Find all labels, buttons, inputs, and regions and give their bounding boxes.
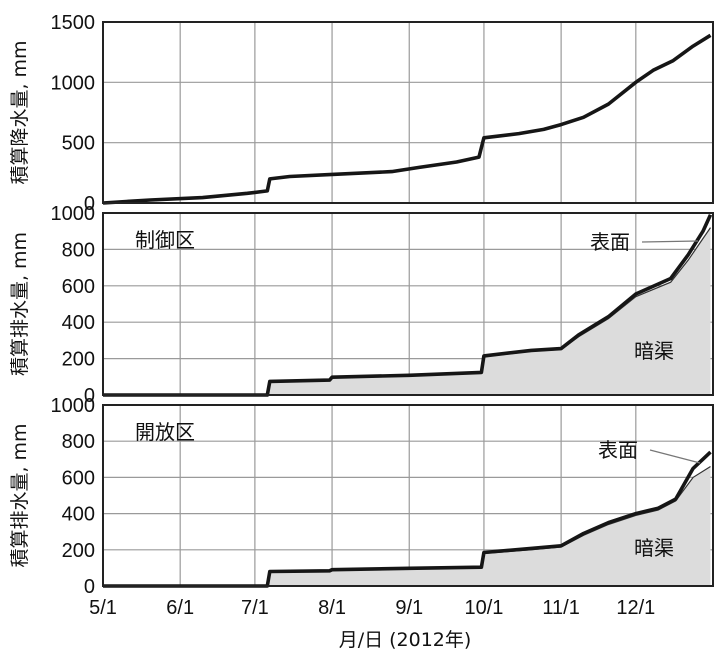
panel-rain: 0 500 1000 1500 積算降水量, mm bbox=[9, 12, 714, 215]
x-tick-label: 8/1 bbox=[318, 597, 346, 619]
y-tick-label: 800 bbox=[62, 431, 95, 453]
x-tick-label: 12/1 bbox=[616, 597, 655, 619]
line-series-surface-total bbox=[103, 450, 712, 588]
surface-annotation: 表面 bbox=[598, 438, 638, 462]
y-tick-label: 600 bbox=[62, 467, 95, 489]
y-tick-label: 1000 bbox=[51, 395, 96, 417]
y-tick-label: 0 bbox=[84, 193, 95, 215]
x-tick-label: 6/1 bbox=[166, 597, 194, 619]
x-tick-label: 9/1 bbox=[395, 597, 423, 619]
panel-title: 制御区 bbox=[135, 228, 195, 252]
y-tick-label: 500 bbox=[62, 133, 95, 155]
y-tick-label: 1000 bbox=[51, 203, 96, 225]
y-tick-label: 1500 bbox=[51, 12, 96, 34]
y-tick-label: 800 bbox=[62, 239, 95, 261]
x-tick-label: 7/1 bbox=[241, 597, 269, 619]
line-series-precipitation bbox=[102, 33, 712, 205]
y-tick-label: 200 bbox=[62, 540, 95, 562]
y-tick-label: 1000 bbox=[51, 72, 96, 94]
y-tick-label: 200 bbox=[62, 349, 95, 371]
x-tick-label: 5/1 bbox=[89, 597, 117, 619]
y-tick-label: 400 bbox=[62, 312, 95, 334]
y-tick-label: 600 bbox=[62, 276, 95, 298]
panel-title: 開放区 bbox=[135, 420, 195, 444]
drain-annotation: 暗渠 bbox=[634, 339, 674, 363]
x-tick-label: 11/1 bbox=[542, 597, 579, 619]
surface-annotation: 表面 bbox=[590, 230, 630, 254]
plot-frame bbox=[102, 21, 714, 204]
line-series-surface-total bbox=[103, 214, 713, 397]
x-axis-label: 月/日 (2012年) bbox=[339, 629, 472, 651]
y-axis-label: 積算排水量, mm bbox=[9, 423, 31, 567]
x-tick-label: 10/1 bbox=[464, 597, 503, 619]
annotation-leader bbox=[649, 449, 701, 464]
area-series-drain bbox=[103, 466, 711, 586]
y-tick-label: 0 bbox=[84, 385, 95, 407]
y-tick-label: 0 bbox=[84, 576, 95, 598]
annotation-leader bbox=[641, 240, 699, 243]
area-series-drain bbox=[103, 227, 711, 395]
plot-frame bbox=[102, 212, 714, 396]
y-axis-label: 積算排水量, mm bbox=[9, 232, 31, 376]
y-tick-label: 400 bbox=[62, 504, 95, 526]
drain-annotation: 暗渠 bbox=[634, 536, 674, 560]
plot-frame bbox=[102, 404, 714, 587]
y-axis-label: 積算降水量, mm bbox=[9, 40, 31, 184]
